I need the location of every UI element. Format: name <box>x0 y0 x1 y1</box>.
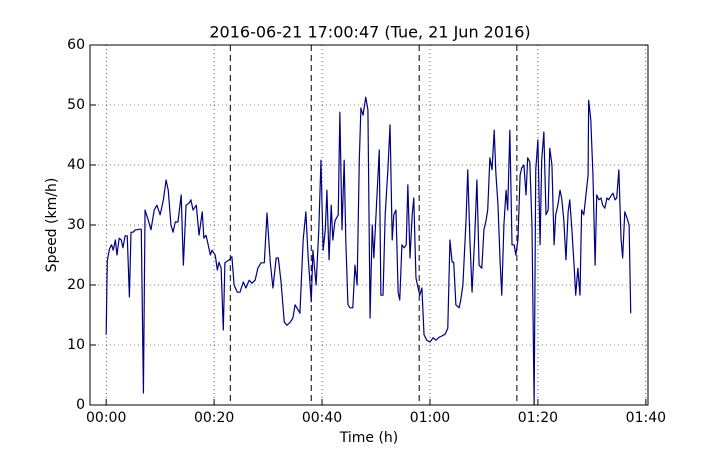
y-axis-label: Speed (km/h) <box>44 178 60 273</box>
x-axis-label: Time (h) <box>339 430 399 446</box>
x-tick-label: 00:20 <box>194 410 234 426</box>
y-tick-label: 30 <box>67 217 85 233</box>
x-tick-label: 01:40 <box>626 410 666 426</box>
x-tick-label: 00:00 <box>86 410 126 426</box>
x-tick-label: 01:20 <box>518 410 558 426</box>
y-tick-label: 40 <box>67 157 85 173</box>
x-tick-label: 00:40 <box>302 410 342 426</box>
y-tick-label: 20 <box>67 277 85 293</box>
speed-line <box>105 96 632 406</box>
chart-title: 2016-06-21 17:00:47 (Tue, 21 Jun 2016) <box>209 23 530 42</box>
y-tick-label: 0 <box>76 397 85 413</box>
plot-frame <box>89 44 649 406</box>
x-tick-label: 01:00 <box>410 410 450 426</box>
y-tick-label: 10 <box>67 337 85 353</box>
y-tick-label: 60 <box>67 37 85 53</box>
y-tick-label: 50 <box>67 97 85 113</box>
